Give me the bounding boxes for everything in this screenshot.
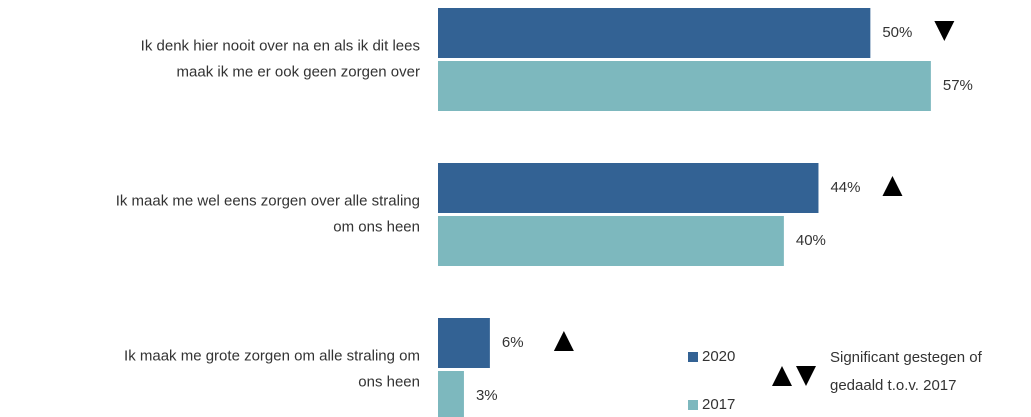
legend-down-triangle xyxy=(796,366,816,386)
bar xyxy=(438,318,490,368)
legend-triangles xyxy=(772,366,816,386)
value-label: 44% xyxy=(830,179,860,196)
category-label: Ik maak me grote zorgen om alle straling… xyxy=(124,347,420,390)
bar xyxy=(438,163,819,213)
legend-label: 2017 xyxy=(702,396,735,413)
category-label: Ik denk hier nooit over na en als ik dit… xyxy=(141,37,420,80)
value-label: 50% xyxy=(882,24,912,41)
value-label: 40% xyxy=(796,232,826,249)
legend-label: 2020 xyxy=(702,348,735,365)
legend-up-triangle xyxy=(772,366,792,386)
legend-swatch xyxy=(688,400,698,410)
bar xyxy=(438,8,871,58)
bar xyxy=(438,216,784,266)
legend-note: Significant gestegen of gedaald t.o.v. 20… xyxy=(830,349,983,394)
significance-marker xyxy=(934,21,955,41)
category-label: Ik maak me wel eens zorgen over alle str… xyxy=(116,192,420,235)
value-label: 57% xyxy=(943,77,973,94)
value-label: 6% xyxy=(502,334,524,351)
significance-marker xyxy=(553,331,574,351)
value-label: 3% xyxy=(476,387,498,404)
bar xyxy=(438,371,464,417)
legend-swatch xyxy=(688,352,698,362)
bar xyxy=(438,61,931,111)
significance-marker xyxy=(882,176,903,196)
